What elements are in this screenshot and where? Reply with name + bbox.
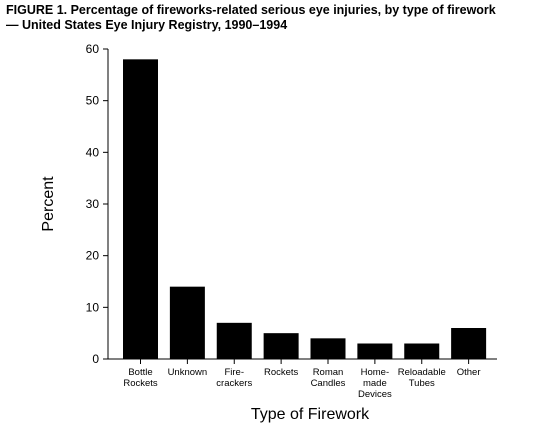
x-category-label-line: crackers [216, 378, 252, 389]
bar [169, 286, 205, 359]
x-axis-title: Type of Firework [251, 406, 370, 423]
x-category-label-line: Rockets [264, 367, 299, 378]
y-tick-label: 60 [86, 42, 100, 56]
x-category-label-line: Bottle [128, 367, 152, 378]
x-category-label-line: Unknown [168, 367, 208, 378]
x-category-label: Unknown [168, 367, 208, 378]
y-tick-label: 40 [86, 145, 100, 159]
bar [404, 343, 440, 359]
x-category-label-line: Other [457, 367, 481, 378]
y-tick-label: 0 [92, 352, 99, 366]
x-category-label-line: Candles [311, 378, 346, 389]
bar [451, 328, 487, 359]
x-category-label: Bottle Rockets [123, 367, 158, 389]
axes [103, 48, 497, 364]
bar [357, 343, 393, 359]
y-tick-label: 50 [86, 94, 100, 108]
x-category-label-line: Reloadable [398, 367, 446, 378]
bar [123, 59, 158, 359]
x-category-label-line: Devices [358, 389, 392, 400]
figure-title: FIGURE 1. Percentage of fireworks-relate… [6, 3, 554, 33]
figure-title-line-2: — United States Eye Injury Registry, 199… [6, 18, 288, 32]
y-tick-labels: 0 10 20 30 40 50 60 [86, 42, 100, 366]
x-category-label: Fire-crackers [216, 367, 252, 389]
x-category-label-line: made [363, 378, 387, 389]
bar [216, 322, 252, 359]
x-category-label: Other [457, 367, 481, 378]
x-category-label-line: Roman [313, 367, 344, 378]
x-category-label-line: Tubes [409, 378, 435, 389]
figure-title-line-1: FIGURE 1. Percentage of fireworks-relate… [6, 3, 496, 17]
y-tick-label: 10 [86, 300, 100, 314]
x-category-label-line: Fire- [224, 367, 244, 378]
y-tick-label: 20 [86, 249, 100, 263]
y-axis-title: Percent [40, 176, 57, 232]
x-category-label: Reloadable Tubes [398, 367, 446, 389]
bars [123, 59, 487, 359]
y-tick-label: 30 [86, 197, 100, 211]
x-category-label: Roman Candles [311, 367, 346, 389]
bar [310, 338, 346, 359]
bar [263, 333, 299, 359]
x-category-label-line: Home- [361, 367, 390, 378]
x-category-label: Rockets [264, 367, 299, 378]
x-category-label-line: Rockets [123, 378, 158, 389]
x-category-label: Home-made Devices [358, 367, 392, 400]
